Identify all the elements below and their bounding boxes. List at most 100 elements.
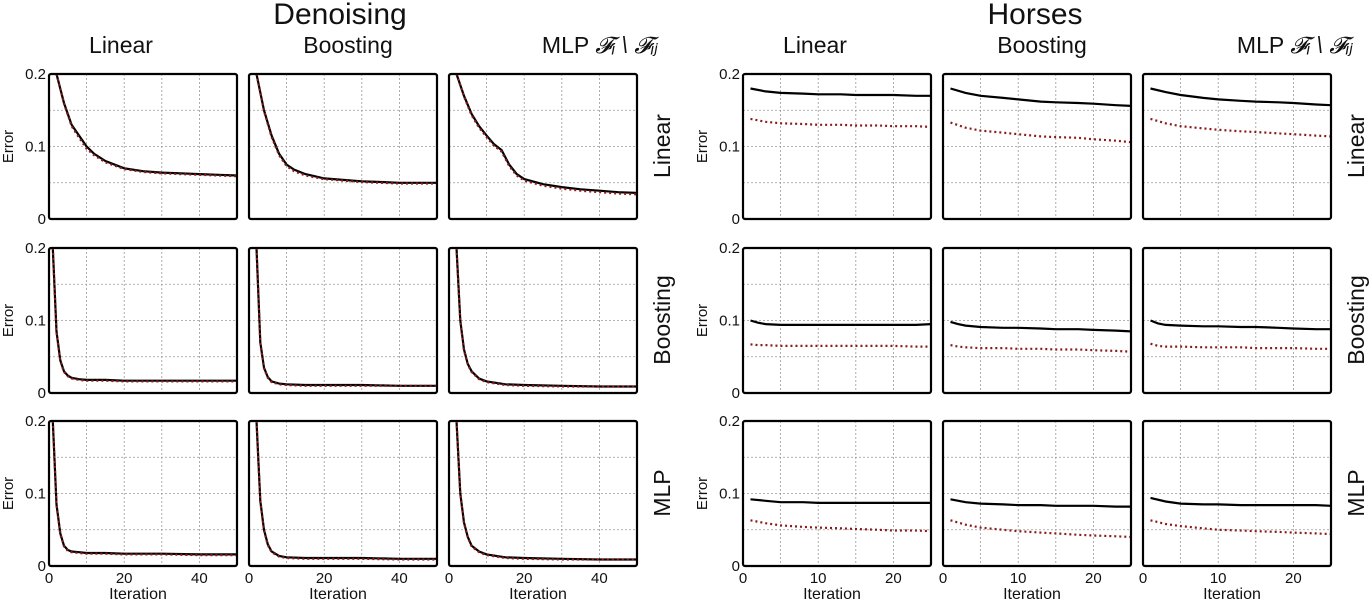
series-line-dotted <box>750 519 931 533</box>
series-line-dotted <box>255 248 437 387</box>
series-line-solid <box>750 498 931 504</box>
x-axis-label: Iteration <box>803 586 861 603</box>
series-line-dotted <box>1150 519 1331 536</box>
series-line-solid <box>455 421 637 561</box>
y-tick-label: 0.2 <box>719 240 740 257</box>
y-tick-label: 0.1 <box>719 139 740 156</box>
series-line-solid <box>950 320 1131 333</box>
x-tick-label: 10 <box>1010 570 1027 587</box>
col-title-denoising-boosting: Boosting <box>303 32 393 58</box>
x-tick-label: 40 <box>191 570 208 587</box>
y-axis-label: Error <box>0 477 17 510</box>
y-tick-label: 0 <box>732 211 740 228</box>
series-line-solid <box>255 74 437 184</box>
x-tick-label: 40 <box>391 570 408 587</box>
series-line-dotted <box>51 248 237 383</box>
panel-frame <box>741 72 933 221</box>
panel-denoising-boosting-linear: 0 0.1 0.2 Error <box>0 240 239 402</box>
x-axis-label: Iteration <box>309 586 367 603</box>
series-line-dotted <box>455 421 637 561</box>
panel-denoising-linear-linear: 0 0.1 0.2 Error <box>0 66 239 228</box>
y-tick-label: 0.2 <box>719 66 740 83</box>
series-line-dotted <box>1150 117 1331 138</box>
panel-horses-mlp-linear: 0 0.1 0.2 Error 0 10 20 Iteration <box>694 413 933 603</box>
group-title-denoising: Denoising <box>273 0 406 31</box>
series-line-solid <box>255 248 437 387</box>
series-line-solid <box>950 498 1131 508</box>
panel-frame <box>1141 419 1333 568</box>
x-tick-label: 0 <box>45 570 53 587</box>
panel-horses-linear-boosting <box>941 72 1133 221</box>
panel-horses-boosting-linear: 0 0.1 0.2 Error <box>694 240 933 402</box>
panel-horses-linear-mlp <box>1141 72 1333 221</box>
y-tick-label: 0.1 <box>25 313 46 330</box>
panel-frame <box>941 246 1133 395</box>
y-axis-label: Error <box>694 130 711 163</box>
x-axis-label: Iteration <box>509 586 567 603</box>
x-tick-label: 0 <box>245 570 253 587</box>
series-line-solid <box>1150 319 1331 331</box>
col-title-horses-mlp-label: MLP <box>1237 32 1284 58</box>
x-tick-label: 20 <box>1085 570 1102 587</box>
series-line-solid <box>51 421 237 556</box>
x-tick-label: 0 <box>445 570 453 587</box>
row-title-mlp-right: MLP <box>1343 469 1369 516</box>
series-line-solid <box>1150 87 1331 107</box>
panel-frame <box>741 246 933 395</box>
panel-frame <box>47 419 239 568</box>
panel-denoising-mlp-boosting: 0 20 40 Iteration <box>245 419 439 603</box>
series-line-solid <box>750 87 931 97</box>
x-tick-label: 20 <box>885 570 902 587</box>
panel-denoising-linear-boosting <box>247 72 439 221</box>
panel-horses-boosting-mlp <box>1141 246 1333 395</box>
group-title-horses: Horses <box>987 0 1082 31</box>
series-line-dotted <box>750 117 931 128</box>
series-line-dotted <box>750 343 931 348</box>
x-tick-label: 20 <box>116 570 133 587</box>
panel-denoising-boosting-mlp <box>447 246 639 395</box>
panel-frame <box>47 246 239 395</box>
panel-denoising-mlp-mlp: 0 20 40 Iteration <box>445 419 639 603</box>
panel-frame <box>247 246 439 395</box>
y-tick-label: 0 <box>732 558 740 575</box>
panel-frame <box>1141 72 1333 221</box>
series-line-dotted <box>255 74 437 185</box>
series-line-dotted <box>950 121 1131 144</box>
panel-frame <box>447 246 639 395</box>
x-tick-label: 10 <box>810 570 827 587</box>
x-tick-label: 10 <box>1210 570 1227 587</box>
row-title-linear-right: Linear <box>1343 114 1369 178</box>
x-tick-label: 20 <box>516 570 533 587</box>
y-axis-label: Error <box>0 304 17 337</box>
panel-frame <box>941 419 1133 568</box>
x-axis-label: Iteration <box>109 586 167 603</box>
y-tick-label: 0.1 <box>25 139 46 156</box>
series-line-dotted <box>950 344 1131 353</box>
series-line-dotted <box>1150 342 1331 350</box>
y-tick-label: 0.1 <box>719 486 740 503</box>
series-line-dotted <box>950 519 1131 539</box>
x-axis-label: Iteration <box>1203 586 1261 603</box>
series-line-solid <box>55 74 237 177</box>
panel-denoising-mlp-linear: 0 0.1 0.2 Error 0 20 40 Iteration <box>0 413 239 603</box>
series-line-dotted <box>255 421 437 561</box>
col-title-denoising-linear: Linear <box>89 32 153 58</box>
panel-denoising-linear-mlp <box>447 72 639 221</box>
x-tick-label: 20 <box>1285 570 1302 587</box>
col-title-denoising-mlp: MLP 𝓕ᵢ \ 𝓕ᵢⱼ <box>542 32 659 58</box>
col-title-horses-mlp-math: 𝓕ᵢ \ 𝓕ᵢⱼ <box>1290 32 1354 58</box>
panel-horses-linear-linear: 0 0.1 0.2 Error <box>694 66 933 228</box>
y-axis-label: Error <box>0 130 17 163</box>
y-axis-label: Error <box>694 477 711 510</box>
y-tick-label: 0.2 <box>719 413 740 430</box>
panel-horses-boosting-boosting <box>941 246 1133 395</box>
series-line-solid <box>750 319 931 326</box>
series-line-solid <box>51 248 237 382</box>
series-line-solid <box>255 421 437 560</box>
x-tick-label: 20 <box>316 570 333 587</box>
y-tick-label: 0.2 <box>25 240 46 257</box>
series-line-solid <box>455 248 637 388</box>
x-tick-label: 0 <box>939 570 947 587</box>
y-axis-label: Error <box>694 304 711 337</box>
